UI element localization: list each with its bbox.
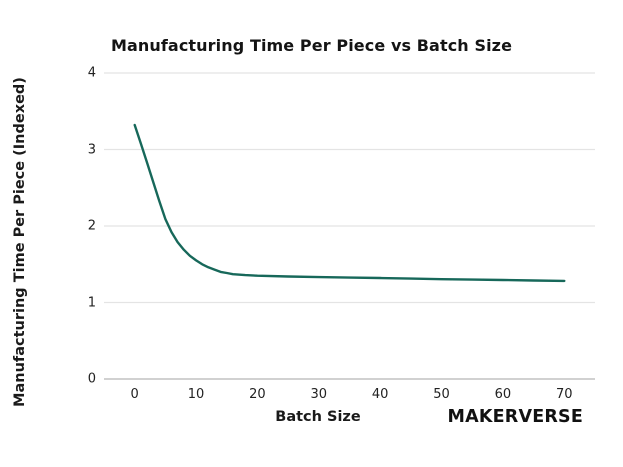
x-tick-label: 0 [130, 387, 139, 402]
x-tick-label: 10 [187, 387, 205, 402]
brand-wordmark: MAKERVERSE [447, 407, 583, 427]
x-tick-label: 70 [556, 387, 573, 402]
x-axis-label: Batch Size [275, 409, 361, 425]
x-tick-label: 60 [494, 387, 512, 402]
y-tick-label: 4 [87, 65, 96, 81]
x-tick-label: 20 [249, 387, 266, 402]
x-tick-label: 40 [371, 387, 389, 402]
y-tick-label: 2 [87, 218, 96, 234]
y-tick-label: 3 [87, 142, 96, 157]
y-tick-label: 1 [87, 295, 96, 310]
series-line [133, 123, 566, 283]
gridlines [104, 72, 595, 380]
y-tick-label: 0 [87, 371, 96, 387]
x-tick-label: 30 [310, 387, 328, 402]
x-tick-label: 50 [433, 387, 450, 402]
chart-title: Manufacturing Time Per Piece vs Batch Si… [110, 36, 513, 55]
